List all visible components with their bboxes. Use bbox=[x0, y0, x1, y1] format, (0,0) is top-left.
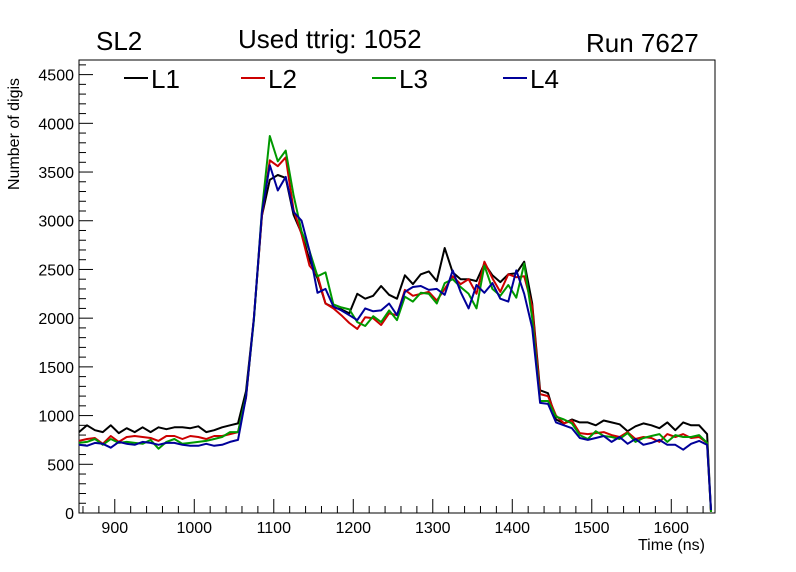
x-tick-label: 1000 bbox=[176, 520, 212, 537]
x-axis-ticks bbox=[82, 499, 704, 513]
y-axis-ticks bbox=[79, 64, 93, 514]
y-axis-label: Number of digis bbox=[6, 77, 23, 190]
series-lines bbox=[78, 135, 712, 513]
legend-label-l3: L3 bbox=[399, 64, 428, 94]
x-tick-label: 1400 bbox=[494, 520, 530, 537]
run-label: Run 7627 bbox=[586, 28, 699, 58]
superlayer-label: SL2 bbox=[96, 26, 143, 56]
y-tick-label: 2000 bbox=[38, 311, 74, 328]
series-line-l3 bbox=[78, 135, 712, 513]
x-tick-label: 1600 bbox=[653, 520, 689, 537]
y-tick-label: 4500 bbox=[38, 68, 74, 85]
y-tick-labels: 0 500 1000 1500 2000 2500 3000 3500 4000 4500 bbox=[38, 68, 74, 523]
y-tick-label: 500 bbox=[47, 457, 74, 474]
y-tick-label: 3000 bbox=[38, 214, 74, 231]
series-line-l1 bbox=[78, 174, 712, 513]
x-axis-label: Time (ns) bbox=[638, 537, 705, 554]
x-tick-label: 1100 bbox=[257, 520, 292, 537]
legend-label-l1: L1 bbox=[151, 64, 180, 94]
x-tick-label: 1300 bbox=[415, 520, 451, 537]
legend-label-l4: L4 bbox=[530, 64, 559, 94]
series-line-l4 bbox=[78, 164, 712, 511]
chart-title: Used ttrig: 1052 bbox=[238, 24, 422, 54]
y-tick-label: 4000 bbox=[38, 116, 74, 133]
x-tick-label: 900 bbox=[101, 520, 128, 537]
legend: L1 L2 L3 L4 bbox=[124, 64, 559, 94]
y-tick-label: 1000 bbox=[38, 409, 74, 426]
x-tick-label: 1500 bbox=[574, 520, 610, 537]
x-tick-labels: 900 1000 1100 1200 1300 1400 1500 1600 bbox=[101, 520, 689, 537]
y-tick-label: 0 bbox=[65, 506, 74, 523]
y-tick-label: 2500 bbox=[38, 262, 74, 279]
x-tick-label: 1200 bbox=[335, 520, 371, 537]
y-tick-label: 1500 bbox=[38, 360, 74, 377]
frame bbox=[78, 59, 716, 514]
series-line-l2 bbox=[78, 156, 712, 513]
y-tick-label: 3500 bbox=[38, 165, 74, 182]
legend-label-l2: L2 bbox=[268, 64, 297, 94]
